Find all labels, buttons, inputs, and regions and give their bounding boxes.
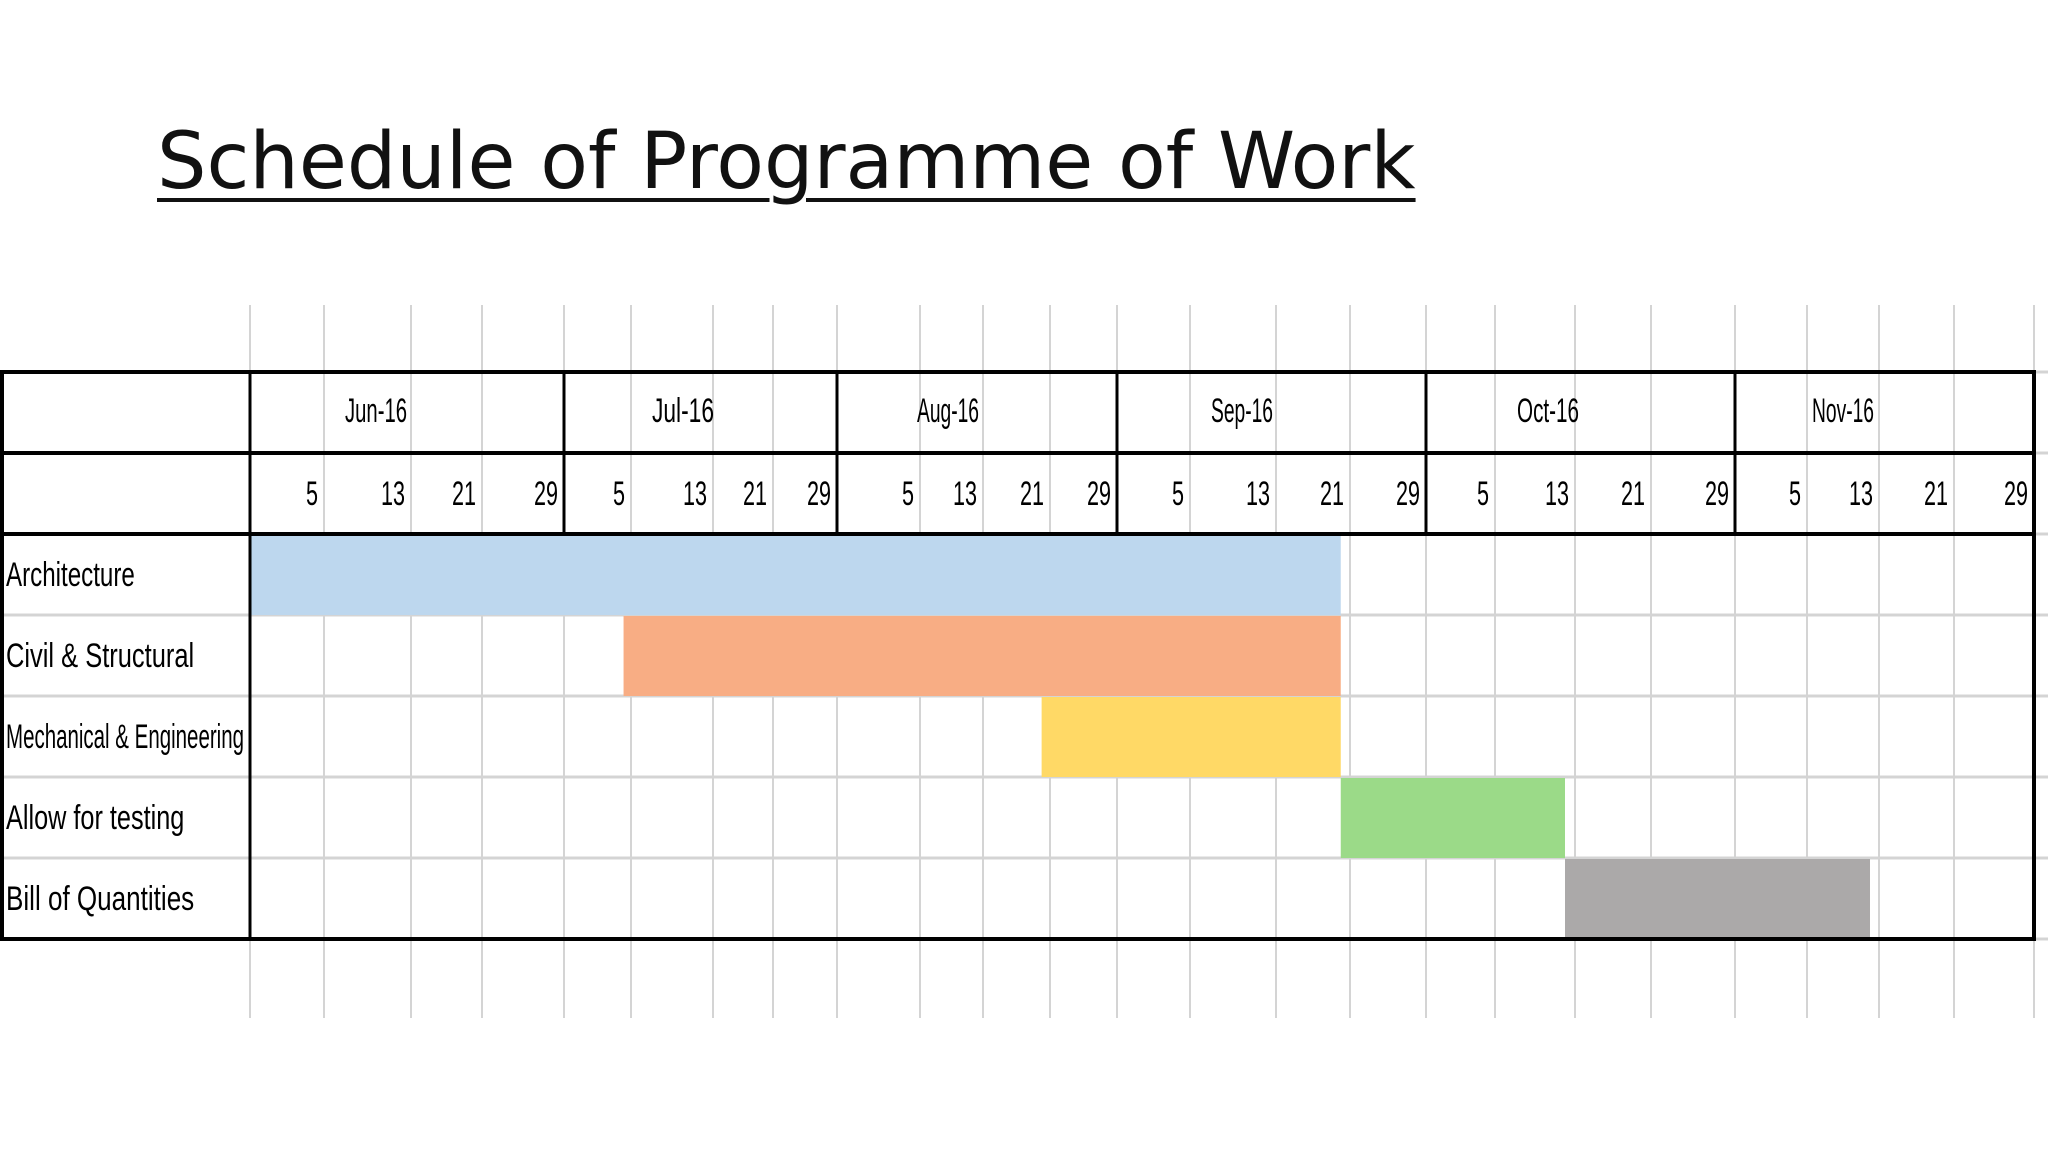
task-bar-allow-for-testing xyxy=(1340,778,1565,858)
task-bar-mechanical-engineering xyxy=(1041,697,1341,777)
day-tick-label: 29 xyxy=(534,475,558,513)
table-outer-border xyxy=(0,370,2036,941)
month-label: Sep-16 xyxy=(1211,392,1273,430)
day-tick-label: 13 xyxy=(1849,475,1873,513)
day-tick-label: 21 xyxy=(1320,475,1344,513)
table-borders xyxy=(0,370,2036,941)
month-label: Jul-16 xyxy=(652,392,714,430)
day-tick-label: 13 xyxy=(1246,475,1270,513)
task-label: Civil & Structural xyxy=(6,637,194,675)
day-tick-label: 21 xyxy=(452,475,476,513)
day-tick-label: 29 xyxy=(2004,475,2028,513)
task-bar-bill-of-quantities xyxy=(1565,859,1870,939)
month-label: Nov-16 xyxy=(1812,392,1874,430)
day-tick-label: 5 xyxy=(1172,475,1184,513)
task-bars xyxy=(250,535,1870,939)
day-tick-label: 13 xyxy=(683,475,707,513)
day-tick-label: 13 xyxy=(953,475,977,513)
day-tick-label: 21 xyxy=(1924,475,1948,513)
day-tick-label: 21 xyxy=(1621,475,1645,513)
month-label: Aug-16 xyxy=(917,392,979,430)
table-labels: Architecture Civil & Structural Mechanical… xyxy=(6,392,2028,918)
day-tick-label: 21 xyxy=(743,475,767,513)
slide-title: Schedule of Programme of Work xyxy=(157,117,1416,207)
day-tick-label: 29 xyxy=(1705,475,1729,513)
task-bar-civil-structural xyxy=(623,616,1341,696)
day-tick-label: 5 xyxy=(613,475,625,513)
day-tick-label: 13 xyxy=(381,475,405,513)
day-tick-label: 5 xyxy=(1789,475,1801,513)
day-tick-label: 5 xyxy=(902,475,914,513)
day-tick-label: 29 xyxy=(1396,475,1420,513)
day-tick-label: 5 xyxy=(1477,475,1489,513)
task-label: Bill of Quantities xyxy=(6,880,194,918)
month-label: Oct-16 xyxy=(1517,392,1579,430)
month-label: Jun-16 xyxy=(345,392,407,430)
task-bar-architecture xyxy=(250,535,1341,615)
task-label: Allow for testing xyxy=(6,799,184,837)
day-tick-label: 13 xyxy=(1545,475,1569,513)
day-tick-label: 21 xyxy=(1020,475,1044,513)
task-label: Architecture xyxy=(6,556,135,594)
day-tick-label: 29 xyxy=(1087,475,1111,513)
day-tick-label: 29 xyxy=(807,475,831,513)
task-label: Mechanical & Engineering xyxy=(6,718,244,756)
day-tick-label: 5 xyxy=(306,475,318,513)
